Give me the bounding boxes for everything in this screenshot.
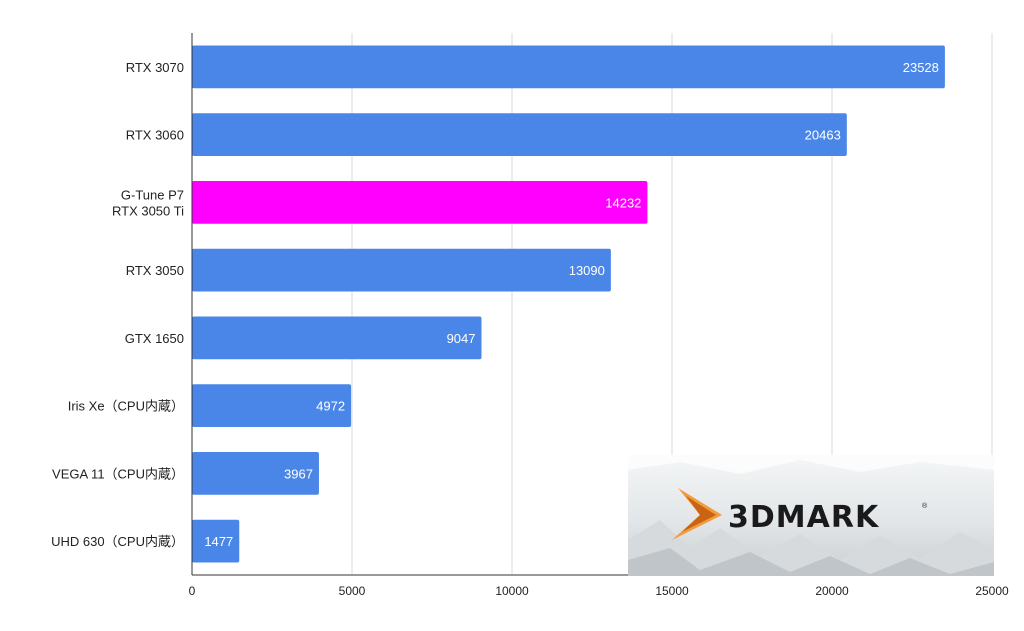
category-label: VEGA 11（CPU内蔵）	[52, 466, 184, 481]
bar	[192, 316, 482, 360]
value-labels: 23528 20463 14232 13090 9047 4972 3967 1477	[204, 60, 939, 549]
x-tick-label: 25000	[975, 584, 1009, 598]
category-label: UHD 630（CPU内蔵）	[51, 534, 184, 549]
bar	[192, 452, 319, 495]
x-tick-label: 0	[189, 584, 196, 598]
bar	[192, 113, 847, 156]
3dmark-wordmark: 3DMARK	[728, 500, 880, 535]
category-label: Iris Xe（CPU内蔵）	[68, 399, 184, 414]
bar	[192, 248, 611, 292]
snow-texture-2	[628, 548, 994, 576]
x-tick-label: 5000	[339, 584, 366, 598]
bar	[192, 519, 240, 563]
bars	[192, 45, 945, 563]
bar	[192, 181, 648, 224]
category-label: RTX 3050	[126, 263, 184, 278]
value-label: 23528	[903, 60, 939, 75]
category-label: RTX 3060	[126, 128, 184, 143]
value-label: 3967	[284, 466, 313, 481]
value-label: 4972	[316, 399, 345, 414]
3dmark-emblem-icon	[672, 488, 722, 540]
value-label: 1477	[204, 534, 233, 549]
category-label: GTX 1650	[125, 331, 184, 346]
category-label: RTX 3070	[126, 60, 184, 75]
value-label: 14232	[605, 195, 641, 210]
snow-ridge	[628, 455, 994, 474]
x-tick-label: 10000	[495, 584, 529, 598]
x-tick-label: 20000	[815, 584, 849, 598]
value-label: 9047	[447, 331, 476, 346]
x-tick-label: 15000	[655, 584, 689, 598]
category-label: RTX 3050 Ti	[112, 203, 184, 218]
3dmark-logo: 3DMARK ®	[628, 455, 994, 576]
category-label: G-Tune P7	[121, 187, 184, 202]
bar	[192, 384, 352, 427]
value-label: 13090	[569, 263, 605, 278]
bar	[192, 45, 945, 89]
registered-mark-icon: ®	[922, 502, 928, 510]
x-tick-labels: 0 5000 10000 15000 20000 25000	[189, 584, 1009, 598]
value-label: 20463	[805, 128, 841, 143]
